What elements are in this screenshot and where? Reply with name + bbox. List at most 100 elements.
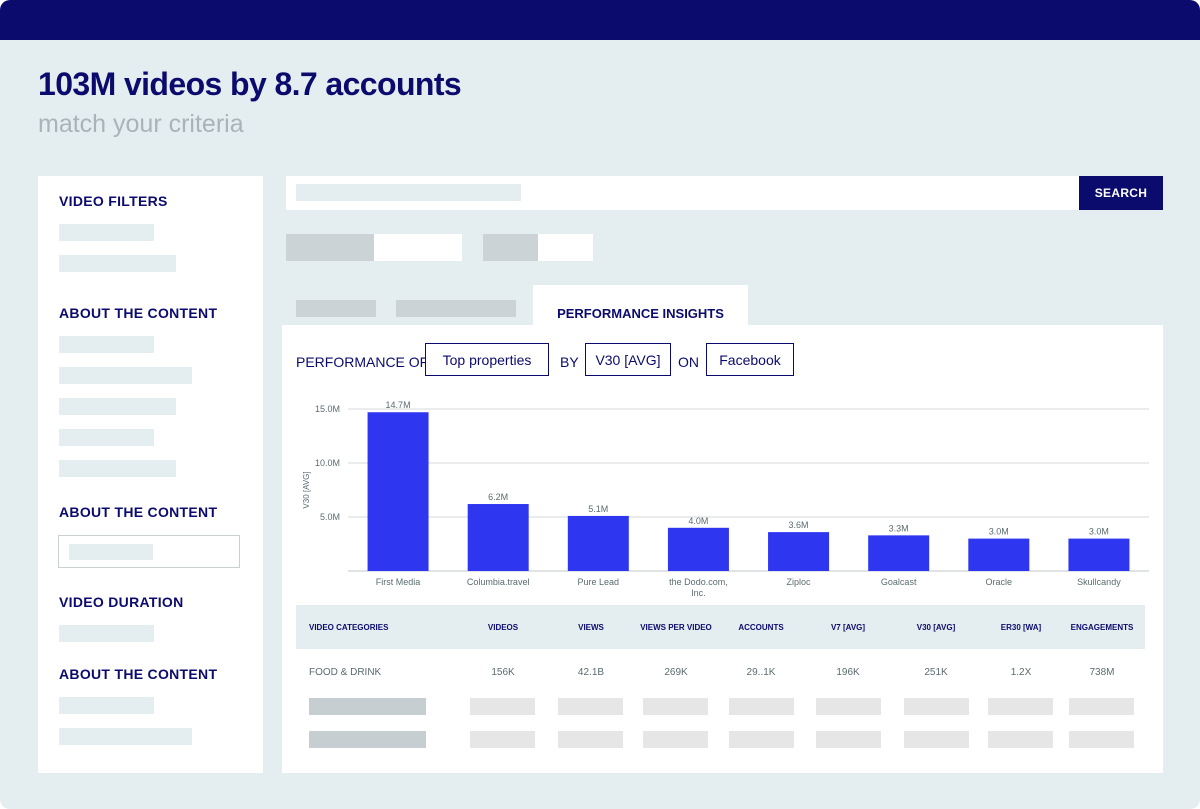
- table-cell: 42.1B: [577, 667, 605, 678]
- column-header[interactable]: V30 [AVG]: [916, 623, 956, 632]
- y-tick-label: 15.0M: [315, 404, 340, 414]
- toggle-pill[interactable]: [286, 234, 462, 261]
- bar-value-label: 3.0M: [989, 527, 1009, 537]
- bar: [667, 527, 729, 571]
- y-tick-label: 10.0M: [315, 458, 340, 468]
- platform-select[interactable]: Facebook: [706, 343, 794, 376]
- section-title-about-content: ABOUT THE CONTENT: [59, 666, 218, 682]
- filter-option[interactable]: [59, 336, 154, 353]
- placeholder-cell: [1069, 731, 1134, 748]
- bar: [467, 504, 529, 571]
- placeholder-cell: [309, 698, 426, 715]
- placeholder-cell: [470, 698, 535, 715]
- bar-value-label: 14.7M: [386, 400, 411, 410]
- column-header[interactable]: VIDEOS: [487, 623, 519, 632]
- table-cell: FOOD & DRINK: [309, 667, 382, 678]
- x-tick-label: Skullcandy: [1077, 577, 1121, 587]
- placeholder-cell: [558, 731, 623, 748]
- tab-inactive[interactable]: [396, 300, 516, 317]
- search-button[interactable]: SEARCH: [1079, 176, 1163, 210]
- by-label: BY: [560, 354, 579, 370]
- tab-inactive[interactable]: [296, 300, 376, 317]
- placeholder-cell: [643, 698, 708, 715]
- x-tick-label: Oracle: [986, 577, 1013, 587]
- bar-value-label: 6.2M: [488, 492, 508, 502]
- placeholder-cell: [816, 698, 881, 715]
- table-cell: 196K: [836, 667, 860, 678]
- filter-sidebar: VIDEO FILTERS ABOUT THE CONTENT ABOUT TH…: [38, 176, 263, 773]
- table-cell: 251K: [924, 667, 948, 678]
- page-title: 103M videos by 8.7 accounts: [38, 66, 462, 102]
- filter-option[interactable]: [59, 460, 176, 477]
- table-cell: 269K: [664, 667, 688, 678]
- column-header[interactable]: ENGAGEMENTS: [1070, 623, 1134, 632]
- table-cell: 738M: [1089, 667, 1115, 678]
- bar: [367, 412, 429, 571]
- input-placeholder: [69, 544, 153, 560]
- bar: [768, 532, 830, 571]
- placeholder-cell: [558, 698, 623, 715]
- toggle-pill[interactable]: [483, 234, 593, 261]
- x-tick-label: Pure Lead: [578, 577, 620, 587]
- filter-option[interactable]: [59, 398, 176, 415]
- y-axis-label: V30 [AVG]: [302, 471, 311, 508]
- search-input[interactable]: [286, 176, 1079, 210]
- section-title-video-duration: VIDEO DURATION: [59, 594, 184, 610]
- placeholder-cell: [643, 731, 708, 748]
- section-title-video-filters: VIDEO FILTERS: [59, 193, 168, 209]
- metric-select[interactable]: V30 [AVG]: [585, 343, 671, 376]
- filter-option[interactable]: [59, 255, 176, 272]
- tab-performance-insights[interactable]: PERFORMANCE INSIGHTS: [533, 285, 748, 330]
- y-tick-label: 5.0M: [320, 512, 340, 522]
- column-header[interactable]: VIDEO CATEGORIES: [309, 623, 389, 632]
- table-cell: 156K: [491, 667, 515, 678]
- placeholder-cell: [470, 731, 535, 748]
- table-cell: 29..1K: [746, 667, 776, 678]
- bar: [567, 515, 629, 571]
- x-tick-label: Ziploc: [787, 577, 812, 587]
- x-tick-label: Goalcast: [881, 577, 917, 587]
- column-header[interactable]: ER30 [WA]: [1000, 623, 1042, 632]
- placeholder-cell: [988, 698, 1053, 715]
- bar: [868, 535, 930, 571]
- table-cell: 1.2X: [1010, 667, 1032, 678]
- on-label: ON: [678, 354, 699, 370]
- x-tick-label: the Dodo.com, Inc.: [669, 577, 728, 598]
- filter-option[interactable]: [59, 728, 192, 745]
- search-placeholder: [296, 184, 521, 201]
- performance-panel: PERFORMANCE OF Top properties BY V30 [AV…: [282, 325, 1163, 773]
- placeholder-cell: [729, 731, 794, 748]
- property-select[interactable]: Top properties: [425, 343, 549, 376]
- column-header[interactable]: VIEWS PER VIDEO: [640, 623, 712, 632]
- toggle-pill-selected: [483, 234, 538, 261]
- placeholder-cell: [1069, 698, 1134, 715]
- performance-of-label: PERFORMANCE OF: [296, 354, 429, 370]
- bar-chart: 5.0M 10.0M 15.0M V30 [AVG] 14.7M First Media 6…: [302, 400, 1149, 598]
- table-header: [296, 605, 1145, 649]
- placeholder-cell: [309, 731, 426, 748]
- filter-option[interactable]: [59, 625, 154, 642]
- filter-input[interactable]: [58, 535, 240, 568]
- filter-option[interactable]: [59, 697, 154, 714]
- placeholder-cell: [988, 731, 1053, 748]
- top-bar: [0, 0, 1200, 40]
- bar-value-label: 3.3M: [889, 523, 909, 533]
- section-title-about-content: ABOUT THE CONTENT: [59, 305, 218, 321]
- bar-value-label: 5.1M: [588, 504, 608, 514]
- x-tick-label: Columbia.travel: [467, 577, 530, 587]
- placeholder-cell: [816, 731, 881, 748]
- filter-option[interactable]: [59, 224, 154, 241]
- filter-option[interactable]: [59, 429, 154, 446]
- placeholder-cell: [904, 731, 969, 748]
- bar: [968, 538, 1030, 571]
- bar-value-label: 4.0M: [688, 516, 708, 526]
- column-header[interactable]: VIEWS: [578, 623, 604, 632]
- column-header[interactable]: V7 [AVG]: [830, 623, 866, 632]
- page-subtitle: match your criteria: [38, 110, 244, 138]
- bar: [1068, 538, 1130, 571]
- filter-option[interactable]: [59, 367, 192, 384]
- column-header[interactable]: ACCOUNTS: [738, 623, 784, 632]
- bar-value-label: 3.6M: [789, 520, 809, 530]
- placeholder-cell: [729, 698, 794, 715]
